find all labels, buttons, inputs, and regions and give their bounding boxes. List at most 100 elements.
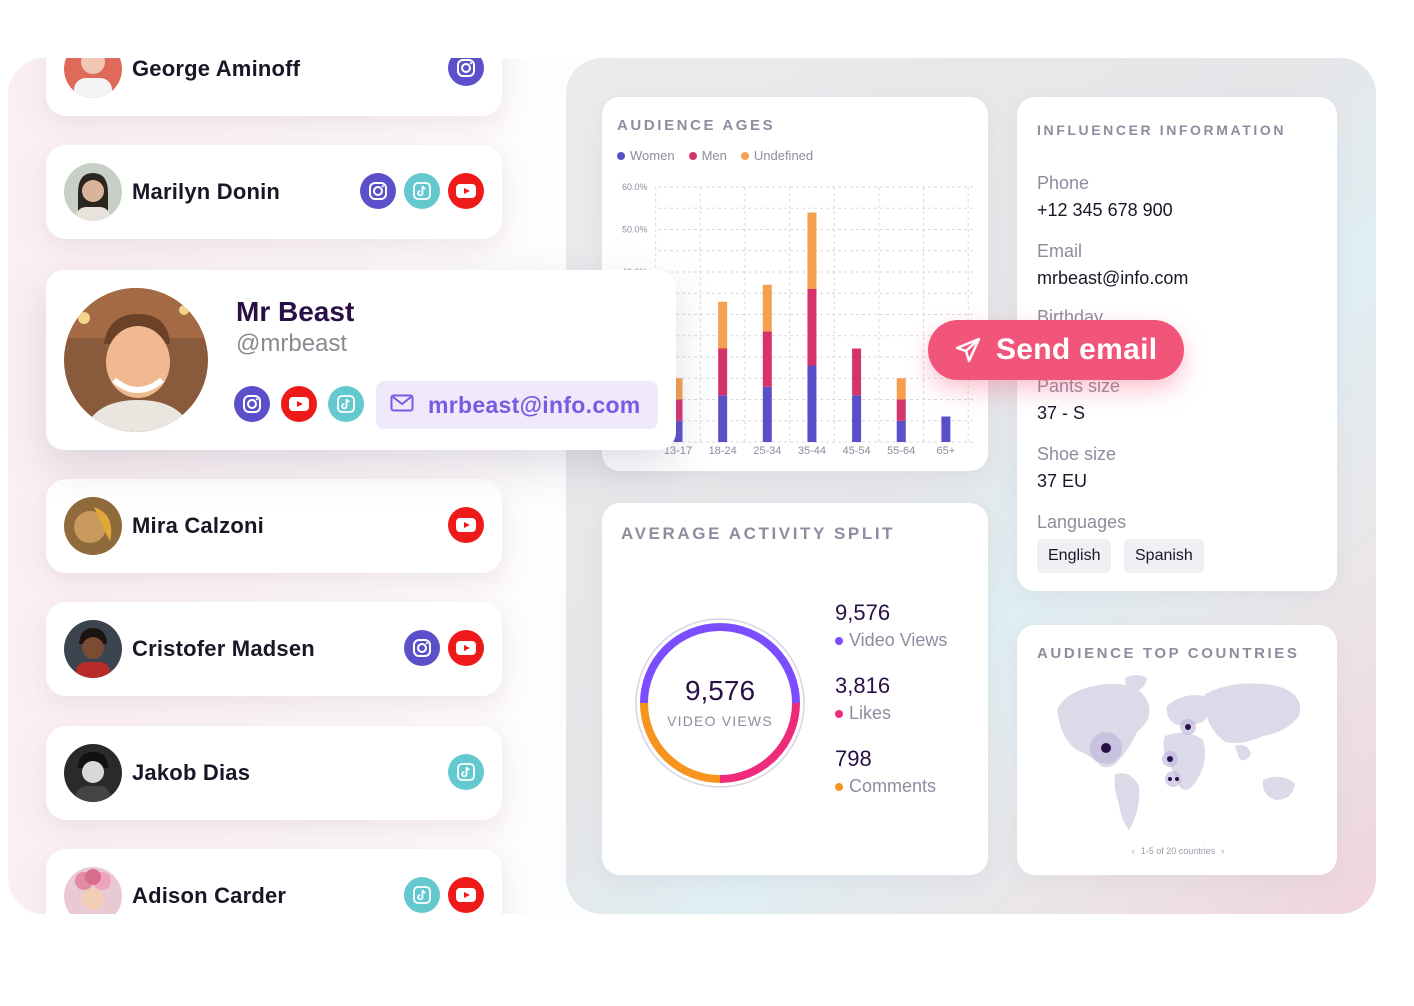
donut-comments [640,702,721,783]
chevron-right-icon[interactable]: › [1221,846,1225,856]
countries-title: AUDIENCE TOP COUNTRIES [1037,645,1300,662]
youtube-icon[interactable] [448,630,484,666]
influencer-name: Adison Carder [132,883,287,908]
avatar [64,497,122,555]
shoe-value: 37 EU [1037,471,1088,491]
legend-women: Women [617,148,675,163]
youtube-icon[interactable] [448,507,484,543]
stat-likes: 3,816 Likes [835,673,892,723]
email-label: Email [1037,241,1083,261]
activity-donut [635,618,805,788]
bar-undefined-18-24 [718,301,728,349]
bar-women-13-17 [673,420,683,442]
countries-pagination: ‹ 1-5 of 20 countries › [1017,846,1339,856]
bar-women-18-24 [718,395,728,442]
activity-title: AVERAGE ACTIVITY SPLIT [621,524,896,543]
pants-label: Pants size [1037,376,1121,396]
send-icon [954,336,982,364]
legend-men: Men [688,148,727,163]
y-tick-label: 60.0% [622,182,648,192]
influencer-name: Mira Calzoni [132,513,264,538]
bar-men-25-34 [762,331,772,387]
instagram-icon[interactable] [404,630,440,666]
bar-women-25-34 [762,386,772,442]
youtube-icon[interactable] [448,877,484,913]
tiktok-icon[interactable] [328,386,364,422]
bar-men-45-54 [852,348,862,396]
featured-email: mrbeast@info.com [428,391,641,418]
influencer-card-mira-calzoni[interactable]: Mira Calzoni [46,479,502,573]
bar-men-35-44 [807,289,817,366]
bar-women-35-44 [807,365,817,442]
avatar [64,867,122,914]
avatar [64,620,122,678]
featured-handle: @mrbeast [236,330,348,357]
influencer-name: Cristofer Madsen [132,636,315,661]
bar-undefined-55-64 [896,378,906,400]
bar-men-55-64 [896,399,906,421]
languages-label: Languages [1037,512,1127,532]
language-chip: Spanish [1124,539,1204,573]
featured-email-link[interactable]: mrbeast@info.com [376,381,658,429]
info-title: INFLUENCER INFORMATION [1037,122,1287,138]
pants-value: 37 - S [1037,403,1086,423]
youtube-icon[interactable] [281,386,317,422]
stat-comments: 798 Comments [835,746,937,796]
bar-undefined-35-44 [807,212,817,289]
instagram-icon[interactable] [448,58,484,86]
x-tick-label: 35-44 [798,445,826,457]
influencer-name: Jakob Dias [132,760,251,785]
featured-avatar [64,288,208,432]
donut-center-label: VIDEO VIEWS [667,713,773,729]
chevron-left-icon[interactable]: ‹ [1131,846,1135,856]
bar-men-18-24 [718,348,728,396]
influencer-card-adison-carder[interactable]: Adison Carder [46,849,502,914]
influencer-name: Marilyn Donin [132,179,281,204]
legend-undefined: Undefined [740,148,813,163]
tiktok-icon[interactable] [404,877,440,913]
chart-legend: Women Men Undefined [617,148,813,163]
avatar [64,58,122,98]
bar-men-13-17 [673,399,683,421]
instagram-icon[interactable] [234,386,270,422]
featured-name: Mr Beast [236,296,355,327]
activity-split-card: AVERAGE ACTIVITY SPLIT 9,576 VIDEO VIEWS… [602,503,988,875]
send-email-label: Send email [996,333,1158,366]
influencer-card-jakob-dias[interactable]: Jakob Dias [46,726,502,820]
donut-likes [719,702,800,783]
bar-undefined-13-17 [673,378,683,400]
bar-women-45-54 [852,395,862,442]
influencer-card-cristofer-madsen[interactable]: Cristofer Madsen [46,602,502,696]
influencer-card-marilyn-donin[interactable]: Marilyn Donin [46,145,502,239]
phone-value[interactable]: +12 345 678 900 [1037,200,1173,220]
shoe-label: Shoe size [1037,444,1117,464]
y-tick-label: 50.0% [622,225,648,235]
email-value[interactable]: mrbeast@info.com [1037,268,1189,288]
influencer-list[interactable]: George Aminoff Marilyn Donin Mir [0,58,566,914]
audience-ages-chart: 60.0%50.0%40.0%13-1718-2425-3435-4445-54… [622,182,975,457]
stat-video-views: 9,576 Video Views [835,600,948,650]
top-countries-card: AUDIENCE TOP COUNTRIES ‹ 1-5 of 20 count… [1017,625,1337,875]
donut-center-value: 9,576 [684,675,756,706]
send-email-button[interactable]: Send email [928,320,1184,380]
x-tick-label: 45-54 [843,445,871,457]
world-map [1057,675,1301,830]
featured-influencer-card[interactable]: Mr Beast @mrbeast mrbeast@info.com [46,270,676,450]
x-tick-label: 13-17 [664,445,692,457]
audience-ages-title: AUDIENCE AGES [617,117,776,134]
donut-video-views [640,623,800,704]
tiktok-icon[interactable] [448,754,484,790]
influencer-card-george-aminoff[interactable]: George Aminoff [46,58,502,116]
x-tick-label: 18-24 [709,445,737,457]
pagination-text: 1-5 of 20 countries [1140,846,1216,856]
mail-icon [390,394,414,417]
bar-women-65+ [941,416,951,442]
tiktok-icon[interactable] [404,173,440,209]
x-tick-label: 25-34 [753,445,781,457]
influencer-name: George Aminoff [132,58,301,81]
youtube-icon[interactable] [448,173,484,209]
instagram-icon[interactable] [360,173,396,209]
phone-label: Phone [1037,173,1090,193]
language-chip: English [1037,539,1112,573]
x-tick-label: 55-64 [887,445,915,457]
